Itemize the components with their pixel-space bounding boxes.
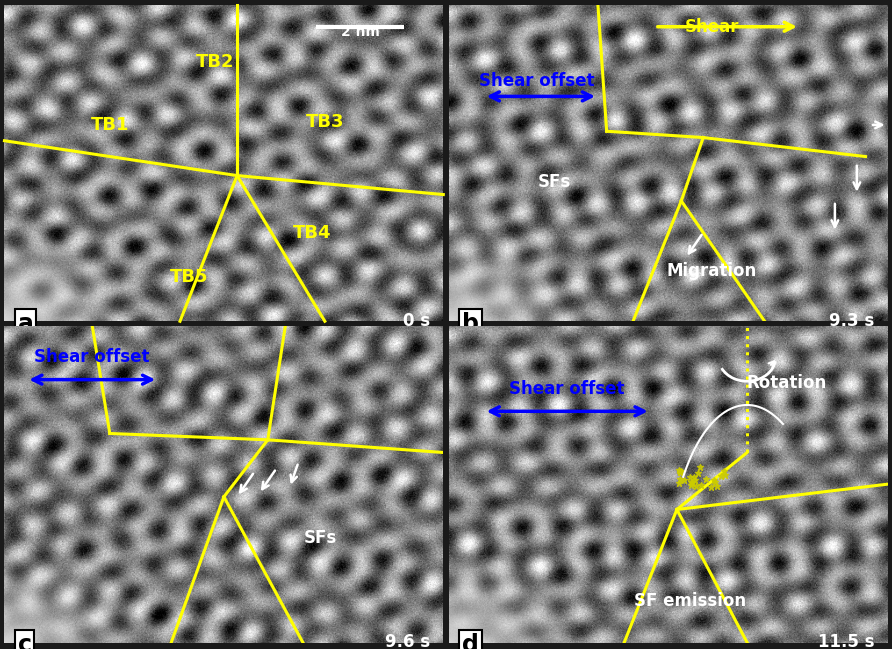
Text: Rotation: Rotation xyxy=(747,374,827,392)
Text: 0 s: 0 s xyxy=(403,312,430,330)
Text: Migration: Migration xyxy=(667,262,757,280)
Text: 2 nm: 2 nm xyxy=(341,25,379,40)
Text: SF emission: SF emission xyxy=(634,593,746,610)
Text: Shear: Shear xyxy=(685,18,739,36)
Text: c: c xyxy=(18,633,31,649)
Text: b: b xyxy=(462,312,479,336)
Text: a: a xyxy=(18,312,34,336)
Text: TB5: TB5 xyxy=(169,268,208,286)
Text: 9.6 s: 9.6 s xyxy=(385,633,430,649)
Text: Shear offset: Shear offset xyxy=(479,71,594,90)
Text: TB2: TB2 xyxy=(196,53,235,71)
Text: TB1: TB1 xyxy=(90,116,129,134)
Text: SFs: SFs xyxy=(537,173,571,191)
Text: SFs: SFs xyxy=(304,529,337,547)
Text: TB4: TB4 xyxy=(293,223,331,241)
Text: Shear offset: Shear offset xyxy=(509,380,625,398)
Text: Shear offset: Shear offset xyxy=(35,349,150,367)
Text: 9.3 s: 9.3 s xyxy=(830,312,874,330)
Text: 11.5 s: 11.5 s xyxy=(818,633,874,649)
Text: TB3: TB3 xyxy=(306,113,344,130)
Text: d: d xyxy=(462,633,479,649)
